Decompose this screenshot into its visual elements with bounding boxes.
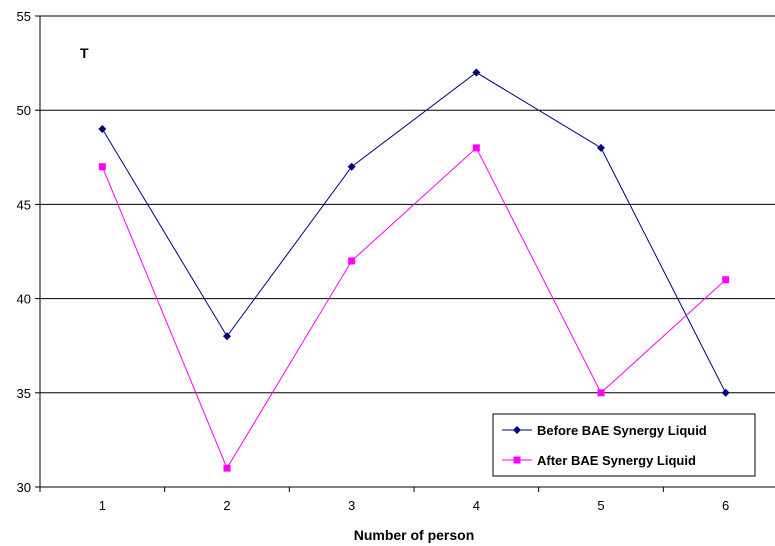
x-tick-label: 3 [348, 498, 355, 513]
legend-marker-after [513, 456, 521, 464]
legend-entry-after: After BAE Synergy Liquid [502, 453, 696, 468]
data-point-before [223, 332, 231, 341]
x-tick-label: 4 [473, 498, 480, 513]
y-tick-label: 40 [17, 292, 31, 307]
series-line-0 [101, 71, 727, 394]
y-tick-label: 55 [17, 9, 31, 24]
gridlines [40, 15, 775, 394]
data-point-after [472, 144, 480, 152]
data-point-before [472, 68, 481, 77]
y-tick-label: 30 [17, 480, 31, 495]
data-point-before [597, 143, 605, 152]
x-tick-label: 5 [597, 498, 604, 513]
legend-box [492, 413, 756, 477]
legend: Before BAE Synergy Liquid After BAE Syne… [492, 413, 756, 477]
data-point-before [98, 125, 107, 134]
series [98, 68, 730, 472]
legend-label-after: After BAE Synergy Liquid [537, 453, 696, 468]
data-point-after [722, 276, 730, 284]
x-tick-label: 2 [223, 498, 230, 513]
labels: T Number of person [80, 45, 474, 543]
data-point-after [223, 464, 231, 472]
y-tick-label: 45 [17, 197, 31, 212]
chart-annotation: T [80, 45, 89, 61]
legend-label-before: Before BAE Synergy Liquid [537, 423, 707, 438]
legend-marker-before [513, 426, 521, 434]
x-tick-label: 1 [99, 498, 106, 513]
data-point-after [597, 389, 605, 397]
series-line-1 [101, 147, 727, 470]
legend-entry-before: Before BAE Synergy Liquid [502, 423, 707, 438]
y-tick-label: 50 [17, 103, 31, 118]
data-point-after [348, 257, 356, 265]
x-tick-label: 6 [722, 498, 729, 513]
data-point-before [347, 162, 356, 171]
y-tick-label: 35 [17, 386, 31, 401]
data-point-after [98, 163, 106, 171]
x-axis-title: Number of person [354, 527, 475, 543]
data-point-before [721, 388, 730, 397]
